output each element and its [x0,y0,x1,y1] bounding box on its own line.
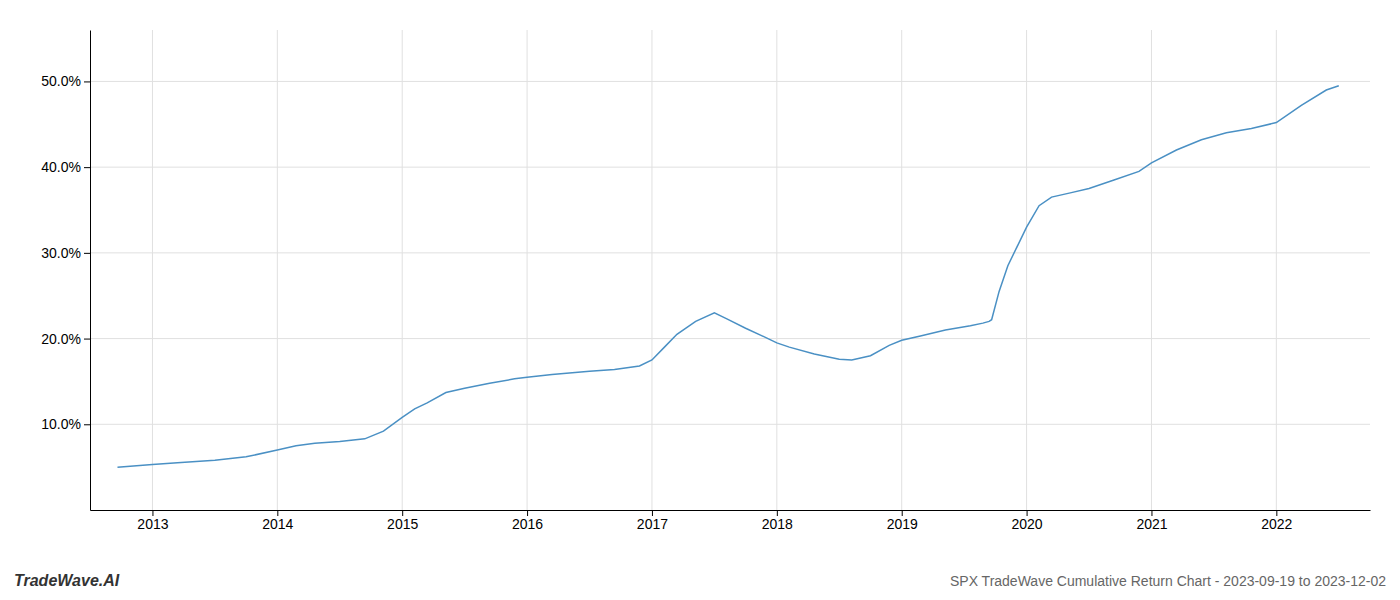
title: SPX TradeWave Cumulative Return Chart - … [950,573,1386,589]
grid-line-x [1276,30,1277,510]
x-tick: 2018 [762,510,793,532]
chart: 2013 2014 2015 2016 2017 2018 2019 2020 2021 2022… [0,0,1400,600]
grid-line-y [90,338,1370,339]
y-axis-line [90,31,91,511]
y-tick-label: 50.0% [41,73,81,89]
grid-line-x [402,30,403,510]
x-axis: 2013 2014 2015 2016 2017 2018 2019 2020 2021 2022 [91,510,1371,532]
x-tick: 2014 [262,510,293,532]
grid-line-y [90,252,1370,253]
x-axis-line [91,510,1371,511]
grid-line-x [527,30,528,510]
marks [117,86,1338,467]
x-tick-label: 2014 [262,516,293,532]
y-tick: 30.0% [41,245,90,261]
y-tick-mark [84,424,90,425]
y-tick-mark [84,253,90,254]
y-tick-label: 30.0% [41,245,81,261]
x-tick-label: 2013 [137,516,168,532]
line [117,86,1338,467]
y-tick: 10.0% [41,416,90,432]
y-tick-mark [84,81,90,82]
x-tick-label: 2021 [1136,516,1167,532]
x-tick: 2017 [637,510,668,532]
y-tick-label: 40.0% [41,159,81,175]
grid-line-x [1026,30,1027,510]
x-tick: 2013 [137,510,168,532]
x-tick-label: 2018 [762,516,793,532]
grid-line-x [152,30,153,510]
y-tick-label: 20.0% [41,331,81,347]
x-tick-label: 2017 [637,516,668,532]
x-tick: 2016 [512,510,543,532]
grid-line-x [776,30,777,510]
x-tick: 2019 [887,510,918,532]
grid-line-x [1151,30,1152,510]
x-tick-label: 2015 [387,516,418,532]
y-tick: 50.0% [41,73,90,89]
grid-line-y [90,167,1370,168]
grid-line-y [90,424,1370,425]
x-tick: 2022 [1261,510,1292,532]
grid-line-y [90,81,1370,82]
y-tick: 20.0% [41,331,90,347]
y-axis: 10.0% 20.0% 30.0% 40.0% 50.0% [41,31,90,511]
y-tick-mark [84,167,90,168]
y-tick-mark [84,339,90,340]
x-tick: 2015 [387,510,418,532]
plot: 2013 2014 2015 2016 2017 2018 2019 2020 2021 2022… [41,30,1370,532]
y-tick: 40.0% [41,159,90,175]
grid-line-x [901,30,902,510]
grid-line-x [651,30,652,510]
watermark: TradeWave.AI [14,572,120,589]
x-tick-label: 2019 [887,516,918,532]
x-tick: 2021 [1136,510,1167,532]
x-tick-label: 2022 [1261,516,1292,532]
x-tick-label: 2020 [1012,516,1043,532]
x-tick: 2020 [1012,510,1043,532]
x-tick-label: 2016 [512,516,543,532]
y-tick-label: 10.0% [41,416,81,432]
grid [90,30,1370,510]
grid-line-x [277,30,278,510]
